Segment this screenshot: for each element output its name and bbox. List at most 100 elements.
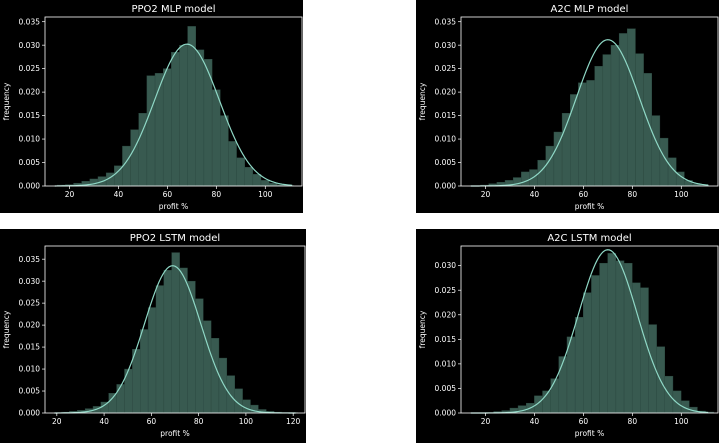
y-tick-label: 0.005 bbox=[435, 384, 457, 393]
x-tick-label: 40 bbox=[114, 190, 124, 199]
y-tick-label: 0.010 bbox=[19, 135, 41, 144]
histogram-bar bbox=[100, 401, 109, 414]
chart-panel-a2c-lstm: 20 40 60 80 100 0.000 0.005 0.010 0.015 0.020 0.02… bbox=[416, 229, 719, 443]
histogram-bar bbox=[146, 75, 156, 187]
y-tick-label: 0.000 bbox=[19, 182, 41, 191]
chart-title: PPO2 MLP model bbox=[131, 4, 215, 15]
chart-panel-ppo2-mlp: 20 40 60 80 100 0.000 0.005 0.010 0.015 0.020 0.02… bbox=[0, 0, 303, 213]
x-tick-label: 60 bbox=[579, 190, 589, 199]
histogram-bar bbox=[591, 275, 600, 414]
histogram-bar bbox=[210, 338, 220, 414]
kde-line bbox=[54, 265, 296, 414]
kde-line bbox=[470, 39, 709, 187]
histogram-bar bbox=[195, 49, 205, 187]
histogram-bar bbox=[610, 44, 620, 187]
y-tick-label: 0.015 bbox=[435, 335, 457, 344]
y-tick-label: 0.025 bbox=[435, 64, 457, 73]
histogram-bar bbox=[615, 260, 625, 414]
y-axis-label: frequency bbox=[418, 310, 427, 348]
y-tick-label: 0.000 bbox=[19, 409, 41, 418]
histogram-bar bbox=[545, 145, 555, 187]
x-tick-label: 100 bbox=[674, 417, 689, 426]
x-tick-label: 20 bbox=[481, 190, 491, 199]
x-tick-label: 60 bbox=[579, 417, 589, 426]
histogram-bar bbox=[570, 94, 579, 187]
x-axis-label: profit % bbox=[159, 202, 188, 211]
histogram-bar bbox=[226, 375, 235, 414]
y-tick-label: 0.035 bbox=[19, 17, 41, 26]
y-tick-label: 0.025 bbox=[19, 299, 41, 308]
histogram-bar bbox=[116, 384, 125, 414]
y-tick-label: 0.015 bbox=[435, 111, 457, 120]
chart-svg: 20 40 60 80 100 120 0.000 0.005 0.010 0.015 0.020 0… bbox=[2, 233, 306, 438]
histogram-bar bbox=[244, 167, 254, 187]
histogram-bars bbox=[57, 26, 294, 187]
histogram-bar bbox=[89, 178, 99, 187]
histogram-bar bbox=[220, 115, 229, 187]
y-tick-label: 0.035 bbox=[435, 17, 457, 26]
histogram-bar bbox=[521, 171, 530, 187]
y-tick-label: 0.005 bbox=[19, 387, 41, 396]
x-tick-label: 60 bbox=[147, 417, 157, 426]
x-tick-label: 80 bbox=[628, 417, 638, 426]
y-axis-label: frequency bbox=[2, 82, 11, 120]
x-tick-label: 80 bbox=[628, 190, 638, 199]
histogram-bar bbox=[179, 44, 188, 187]
chart-title: A2C MLP model bbox=[551, 4, 629, 15]
histogram-bar bbox=[147, 307, 157, 414]
y-tick-label: 0.020 bbox=[435, 88, 457, 97]
x-tick-label: 40 bbox=[99, 417, 109, 426]
y-tick-label: 0.010 bbox=[435, 135, 457, 144]
histogram-bars bbox=[485, 253, 714, 414]
y-tick-label: 0.030 bbox=[19, 41, 41, 50]
y-tick-label: 0.015 bbox=[19, 111, 41, 120]
x-axis-label: profit % bbox=[575, 429, 604, 438]
y-tick-label: 0.005 bbox=[19, 158, 41, 167]
histogram-bar bbox=[640, 287, 649, 414]
histogram-bar bbox=[627, 28, 636, 187]
histogram-bar bbox=[179, 267, 188, 414]
y-tick-label: 0.035 bbox=[19, 255, 41, 264]
y-tick-label: 0.030 bbox=[435, 41, 457, 50]
histogram-bar bbox=[187, 26, 196, 187]
histogram-bar bbox=[594, 66, 604, 187]
histogram-bar bbox=[553, 131, 563, 187]
histogram-bar bbox=[211, 89, 221, 187]
x-tick-label: 80 bbox=[194, 417, 204, 426]
y-tick-label: 0.010 bbox=[19, 365, 41, 374]
histogram-bar bbox=[550, 378, 560, 414]
axes-frame bbox=[44, 245, 306, 414]
y-tick-label: 0.005 bbox=[435, 158, 457, 167]
histogram-bar bbox=[163, 269, 172, 414]
y-tick-label: 0.010 bbox=[435, 359, 457, 368]
histogram-bar bbox=[252, 174, 262, 187]
chart-svg: 20 40 60 80 100 0.000 0.005 0.010 0.015 0.020 0.02… bbox=[418, 233, 719, 438]
histogram-bar bbox=[651, 115, 661, 187]
y-tick-label: 0.000 bbox=[435, 182, 457, 191]
x-tick-label: 100 bbox=[674, 190, 689, 199]
histogram-bar bbox=[132, 349, 141, 414]
histogram-bar bbox=[108, 393, 117, 414]
chart-svg: 20 40 60 80 100 0.000 0.005 0.010 0.015 0.020 0.02… bbox=[2, 4, 303, 211]
histogram-bar bbox=[602, 54, 612, 187]
x-tick-label: 80 bbox=[212, 190, 222, 199]
histogram-bar bbox=[140, 329, 149, 414]
y-tick-label: 0.000 bbox=[435, 409, 457, 418]
x-axis-label: profit % bbox=[160, 429, 189, 438]
chart-svg: 20 40 60 80 100 0.000 0.005 0.010 0.015 0.020 0.02… bbox=[418, 4, 719, 211]
histogram-bar bbox=[130, 129, 139, 187]
chart-title: A2C LSTM model bbox=[547, 233, 631, 244]
histogram-bar bbox=[574, 317, 584, 414]
y-tick-label: 0.030 bbox=[19, 277, 41, 286]
x-tick-label: 20 bbox=[52, 417, 62, 426]
histogram-bar bbox=[218, 357, 228, 414]
kde-line bbox=[470, 249, 709, 414]
histogram-bar bbox=[599, 262, 608, 414]
y-tick-label: 0.025 bbox=[435, 286, 457, 295]
histogram-bar bbox=[672, 390, 682, 414]
chart-panel-ppo2-lstm: 20 40 60 80 100 120 0.000 0.005 0.010 0.015 0.020 0… bbox=[0, 229, 306, 443]
x-tick-label: 20 bbox=[481, 417, 491, 426]
chart-panel-a2c-mlp: 20 40 60 80 100 0.000 0.005 0.010 0.015 0.020 0.02… bbox=[416, 0, 719, 213]
x-tick-label: 100 bbox=[258, 190, 273, 199]
y-tick-label: 0.025 bbox=[19, 64, 41, 73]
